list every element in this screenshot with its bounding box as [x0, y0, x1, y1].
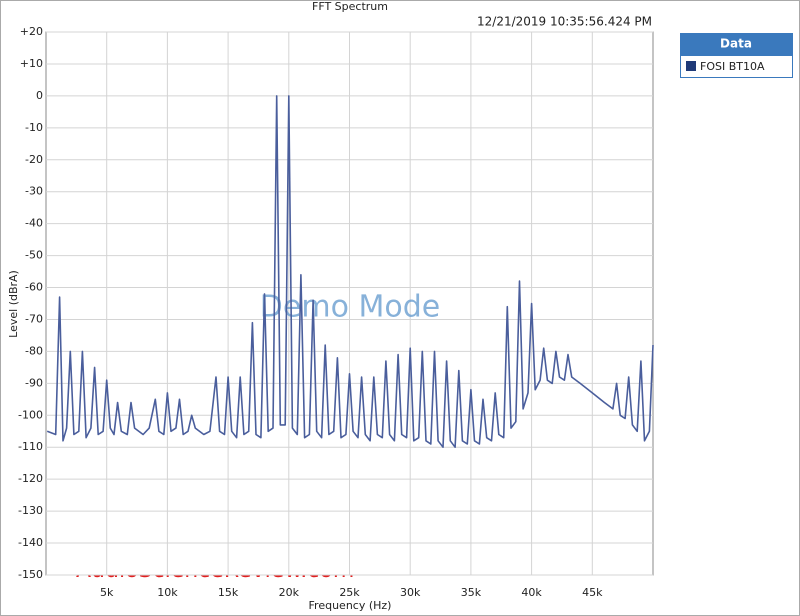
y-tick-label: 0 [36, 89, 43, 102]
x-tick-label: 35k [461, 586, 482, 599]
y-tick-label: -60 [25, 281, 43, 294]
chart-title: FFT Spectrum [312, 0, 388, 13]
x-tick-label: 10k [157, 586, 178, 599]
y-tick-label: -40 [25, 217, 43, 230]
y-tick-label: -70 [25, 312, 43, 325]
legend-header [680, 33, 793, 55]
watermark: Demo Mode [260, 290, 440, 325]
y-axis-label: Level (dBrA) [7, 270, 20, 338]
x-axis-label: Frequency (Hz) [309, 599, 392, 612]
y-tick-label: +20 [20, 25, 43, 38]
legend-swatch [686, 61, 696, 71]
x-tick-label: 20k [279, 586, 300, 599]
legend-box [680, 55, 793, 78]
y-tick-label: -90 [25, 376, 43, 389]
y-tick-label: -10 [25, 121, 43, 134]
y-tick-label: -30 [25, 185, 43, 198]
y-tick-label: -50 [25, 249, 43, 262]
x-tick-label: 45k [582, 586, 603, 599]
y-tick-label: -150 [18, 568, 43, 581]
x-tick-label: 25k [339, 586, 360, 599]
legend-label: FOSI BT10A [700, 60, 765, 73]
y-tick-label: -20 [25, 153, 43, 166]
y-tick-label: -80 [25, 344, 43, 357]
y-tick-label: -100 [18, 408, 43, 421]
x-tick-label: 30k [400, 586, 421, 599]
y-tick-label: -120 [18, 472, 43, 485]
x-tick-label: 5k [100, 586, 114, 599]
timestamp: 12/21/2019 10:35:56.424 PM [477, 15, 652, 29]
x-tick-label: 15k [218, 586, 239, 599]
y-tick-label: +10 [20, 57, 43, 70]
x-tick-label: 40k [521, 586, 542, 599]
y-tick-label: -130 [18, 504, 43, 517]
y-tick-label: -140 [18, 536, 43, 549]
y-tick-label: -110 [18, 440, 43, 453]
legend-title: Data [720, 37, 752, 51]
spectrum-line [46, 95, 654, 448]
